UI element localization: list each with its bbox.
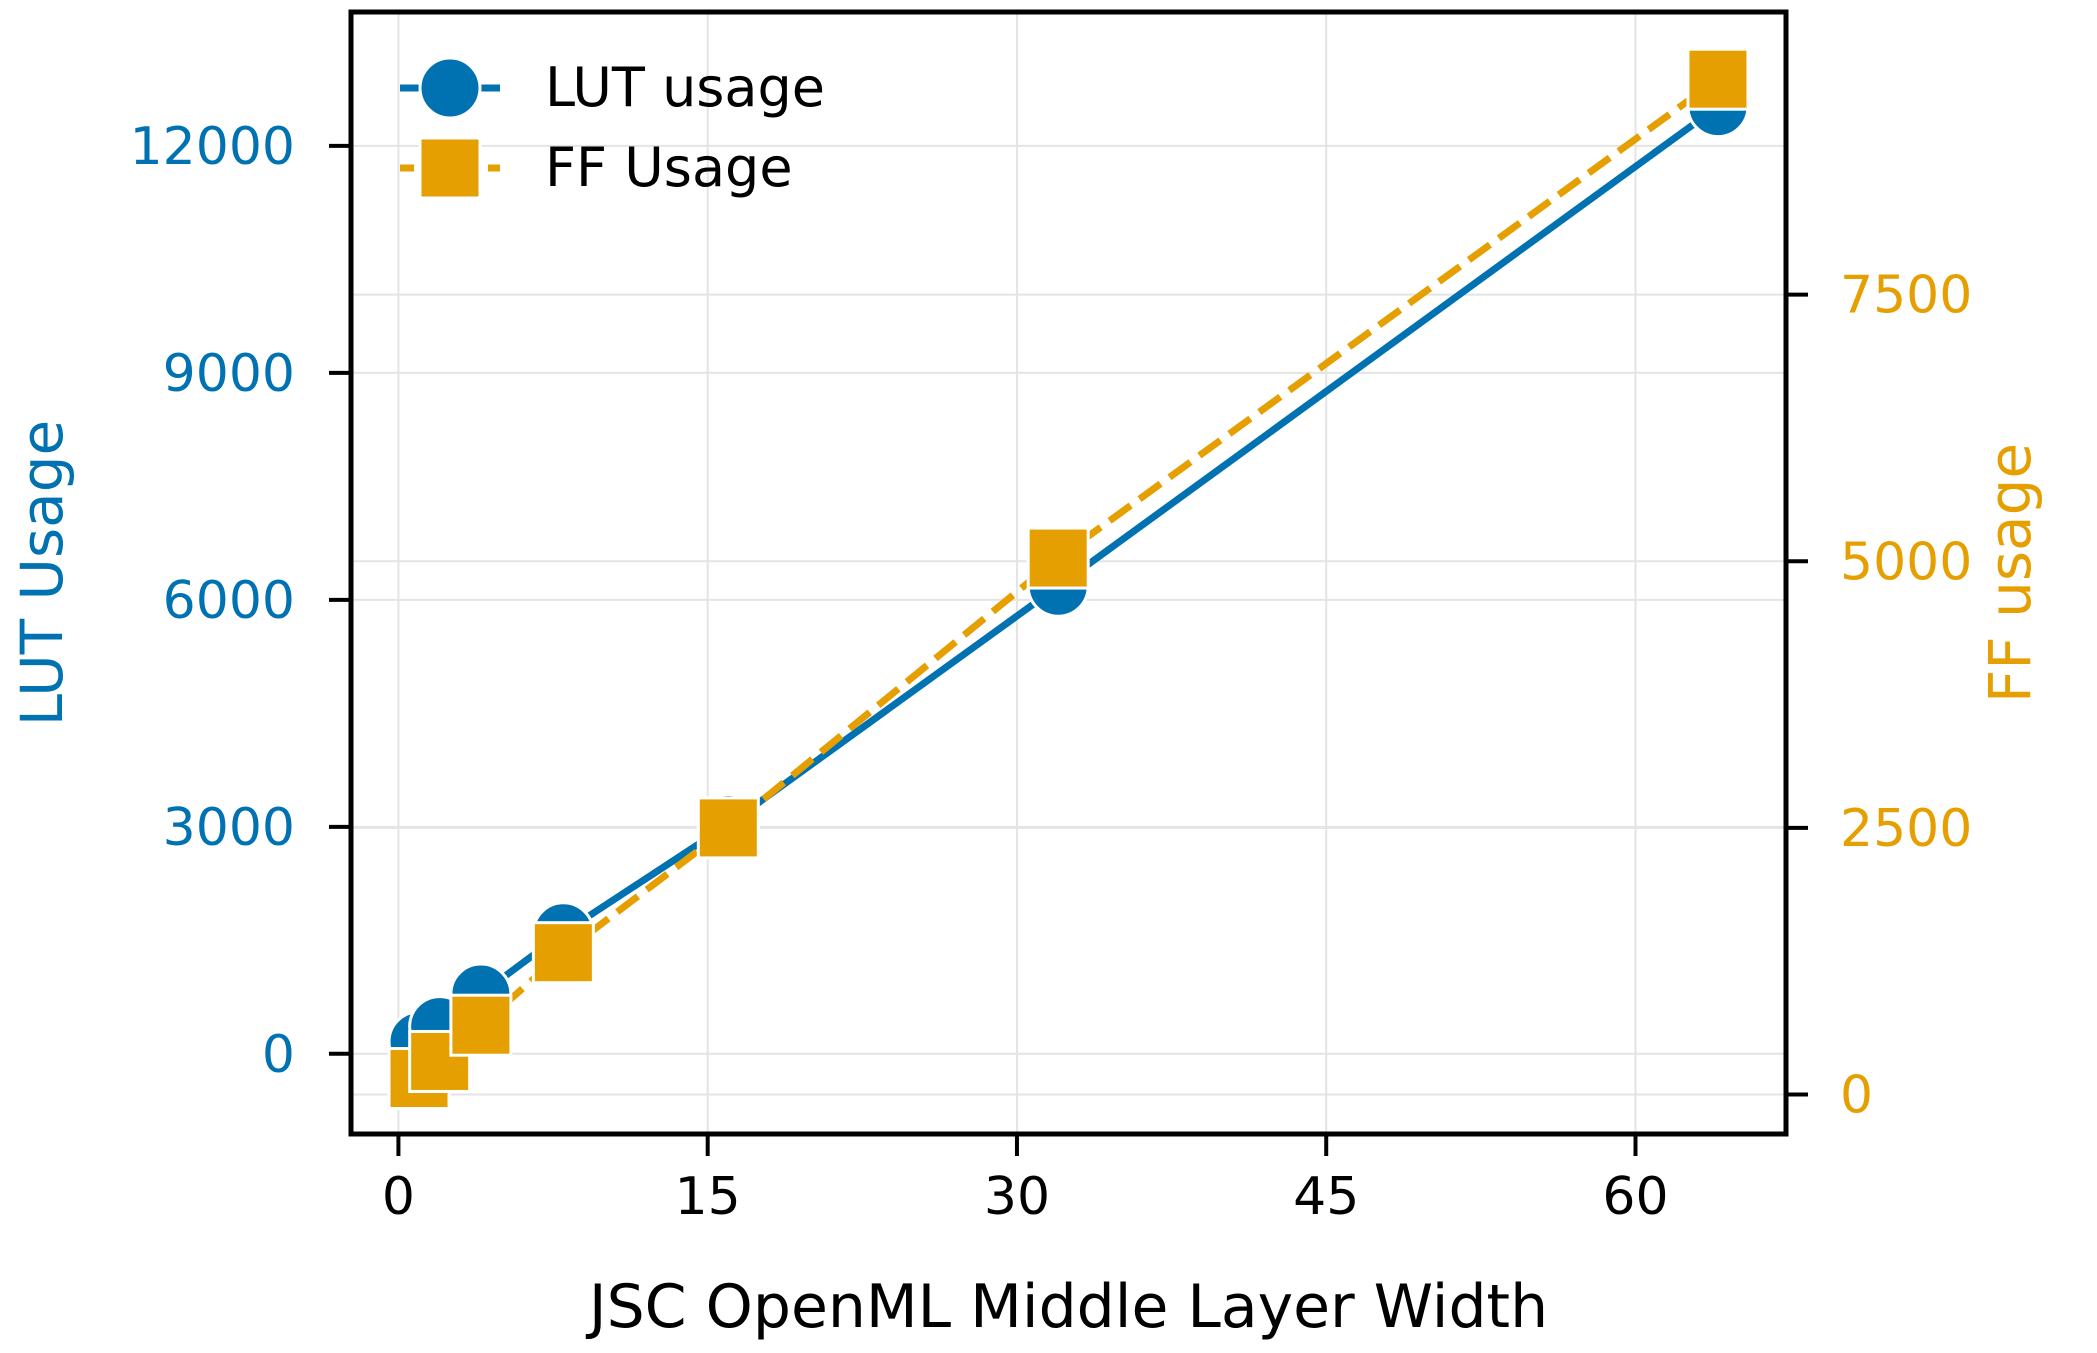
x-tick-label: 30 [984,1167,1050,1227]
y-left-axis-label: LUT Usage [8,420,76,726]
data-point-square [1026,526,1090,590]
x-tick-label: 0 [382,1167,415,1227]
y-left-tick-label: 3000 [163,798,295,858]
data-point-square [449,993,513,1057]
x-tick-label: 60 [1602,1167,1668,1227]
y-right-tick-label: 2500 [1840,799,1972,859]
legend-label: FF Usage [545,136,793,199]
legend-label: LUT usage [545,56,825,119]
legend-entry: LUT usage [400,56,825,120]
data-point-square [1686,47,1750,111]
series-layer [387,47,1750,1111]
legend-marker [418,56,482,120]
y-left-tick-label: 12000 [130,117,295,177]
y-right-tick-label: 0 [1840,1066,1873,1126]
x-axis-label: JSC OpenML Middle Layer Width [585,1272,1548,1342]
y-right-tick-label: 5000 [1840,532,1972,592]
y-left-tick-label: 0 [262,1025,295,1085]
y-left-tick-label: 6000 [163,571,295,631]
plot-frame [348,9,1789,1137]
axes: 0 15 30 45 60 JSC OpenML Middle Layer Width 0 3… [8,117,2044,1342]
data-point-square [696,796,760,860]
x-tick-label: 15 [675,1167,741,1227]
legend: LUT usage FF Usage [400,56,825,200]
y-right-tick-label: 7500 [1840,266,1972,326]
legend-entry: FF Usage [400,136,793,200]
legend-marker [418,136,482,200]
x-tick-label: 45 [1293,1167,1359,1227]
y-left-tick-label: 9000 [163,344,295,404]
data-point-square [531,921,595,985]
y-right-axis-label: FF usage [1976,443,2044,703]
series-ff-usage [387,47,1750,1111]
